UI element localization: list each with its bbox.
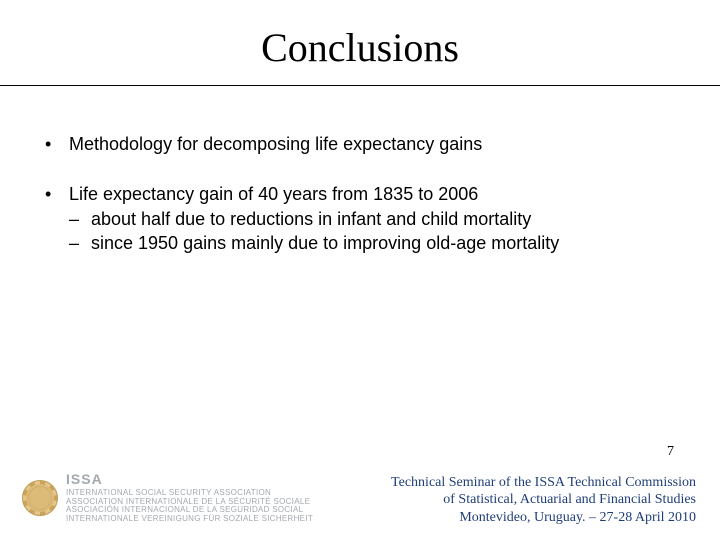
logo-acronym: ISSA bbox=[66, 472, 313, 487]
footer: Technical Seminar of the ISSA Technical … bbox=[391, 474, 696, 527]
bullet-marker: • bbox=[45, 182, 69, 206]
sub-bullet-text: about half due to reductions in infant a… bbox=[91, 207, 531, 231]
footer-line: Montevideo, Uruguay. – 27-28 April 2010 bbox=[391, 509, 696, 527]
bullet-item: • Methodology for decomposing life expec… bbox=[45, 132, 680, 156]
logo-line: INTERNATIONALE VEREINIGUNG FÜR SOZIALE S… bbox=[66, 515, 313, 524]
bullet-text: Life expectancy gain of 40 years from 18… bbox=[69, 182, 478, 206]
logo-text: ISSA INTERNATIONAL SOCIAL SECURITY ASSOC… bbox=[66, 472, 313, 524]
sub-bullet-marker: – bbox=[69, 231, 91, 255]
page-number: 7 bbox=[667, 444, 674, 460]
issa-logo: ISSA INTERNATIONAL SOCIAL SECURITY ASSOC… bbox=[22, 472, 313, 524]
globe-icon bbox=[22, 480, 58, 516]
sub-bullet-item: – since 1950 gains mainly due to improvi… bbox=[45, 231, 680, 255]
footer-line: Technical Seminar of the ISSA Technical … bbox=[391, 474, 696, 492]
sub-bullet-text: since 1950 gains mainly due to improving… bbox=[91, 231, 559, 255]
bullet-marker: • bbox=[45, 132, 69, 156]
footer-line: of Statistical, Actuarial and Financial … bbox=[391, 491, 696, 509]
sub-bullet-marker: – bbox=[69, 207, 91, 231]
slide: Conclusions • Methodology for decomposin… bbox=[0, 0, 720, 540]
bullet-text: Methodology for decomposing life expecta… bbox=[69, 132, 482, 156]
bullet-item: • Life expectancy gain of 40 years from … bbox=[45, 182, 680, 255]
slide-body: • Methodology for decomposing life expec… bbox=[40, 132, 680, 255]
slide-title: Conclusions bbox=[40, 24, 680, 71]
sub-bullet-item: – about half due to reductions in infant… bbox=[45, 207, 680, 231]
title-rule bbox=[0, 85, 720, 86]
